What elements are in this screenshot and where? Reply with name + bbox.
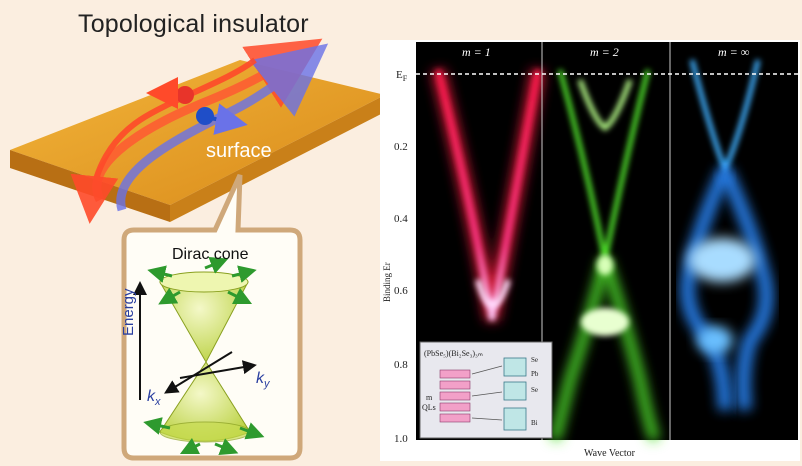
inset-legend-se-2: Se	[531, 386, 538, 394]
dirac-cone-title: Dirac cone	[172, 246, 249, 263]
y-tick-2: 0.6	[394, 285, 408, 297]
inset-legend-bi: Bi	[531, 419, 538, 427]
kx-label: kx	[147, 388, 161, 409]
ky-label: ky	[256, 370, 270, 391]
inset-legend-pb: Pb	[531, 370, 539, 378]
subpanel-label-minf: m = ∞	[718, 45, 750, 59]
subpanel-label-m2: m = 2	[590, 45, 619, 59]
band-m2	[550, 69, 660, 442]
y-tick-4: 1.0	[394, 433, 408, 445]
inset-m-label: m	[426, 393, 433, 402]
blue-spin-arrow	[209, 103, 248, 135]
kx-axis	[164, 351, 233, 394]
blue-electron	[196, 107, 214, 125]
inset-formula: (PbSe₅)(Bi₂Se₃)₃ₘ	[424, 349, 483, 358]
red-electron	[176, 86, 194, 104]
y-tick-3: 0.8	[394, 359, 408, 371]
topological-insulator-schematic: Topological insulator surface Dirac cone…	[0, 0, 395, 461]
schematic-drawing	[10, 38, 385, 461]
y-tick-0: 0.2	[394, 141, 408, 153]
cone-spin-arrows	[143, 256, 265, 456]
slab-side-face	[170, 95, 385, 222]
subpanel-label-m1: m = 1	[462, 45, 491, 59]
arpes-spectra: m = 1 m = 2 m = ∞ EF 0.2 0.4 0.6 0.8 1.0…	[380, 40, 800, 461]
topological-insulator-title: Topological insulator	[78, 10, 309, 38]
ef-tick-label: EF	[396, 69, 408, 83]
surface-label: surface	[206, 140, 272, 162]
x-axis-label: Wave Vector	[584, 448, 636, 459]
band-m-infinity	[680, 59, 774, 411]
crystal-inset: (PbSe₅)(Bi₂Se₃)₃ₘ m QLs Se Pb	[419, 341, 553, 439]
inset-qls-label: QLs	[422, 403, 436, 412]
energy-label: Energy	[120, 288, 137, 336]
red-reverse-flow	[70, 57, 257, 224]
y-axis-label: Binding Er	[382, 262, 392, 302]
y-tick-1: 0.4	[394, 213, 408, 225]
inset-legend-se-1: Se	[531, 356, 538, 364]
ky-axis	[179, 360, 257, 379]
band-m1	[431, 68, 545, 322]
arpes-figure: m = 1 m = 2 m = ∞ EF 0.2 0.4 0.6 0.8 1.0…	[380, 40, 800, 461]
